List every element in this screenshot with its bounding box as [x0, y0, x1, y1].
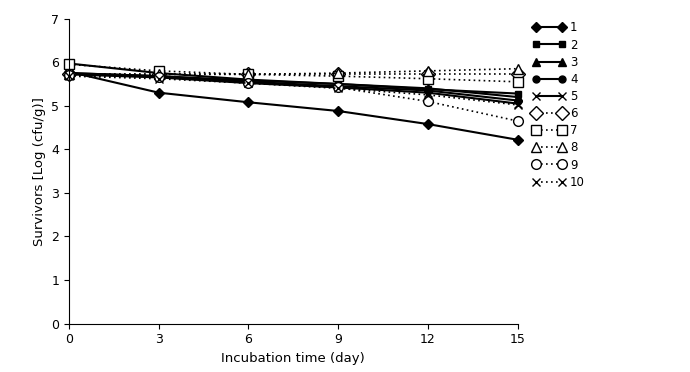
Line: 2: 2 [66, 60, 521, 97]
7 [244, 72, 253, 77]
9 [244, 81, 253, 85]
Legend: 1, 2, 3, 4, 5, 6, 7, 8, 9, 10: 1, 2, 3, 4, 5, 6, 7, 8, 9, 10 [533, 22, 585, 189]
10 [424, 93, 432, 97]
4 [244, 80, 253, 84]
Line: 4: 4 [66, 70, 521, 104]
10 [244, 81, 253, 85]
Line: 9: 9 [64, 70, 522, 126]
10 [513, 103, 522, 107]
2 [424, 87, 432, 92]
Line: 6: 6 [64, 70, 522, 79]
6 [424, 72, 432, 77]
7 [334, 74, 342, 78]
5 [334, 85, 342, 90]
1 [244, 100, 253, 105]
1 [334, 109, 342, 113]
5 [513, 101, 522, 106]
10 [334, 86, 342, 90]
Line: 1: 1 [66, 68, 521, 143]
8 [244, 72, 253, 77]
Line: 3: 3 [65, 69, 522, 101]
X-axis label: Incubation time (day): Incubation time (day) [221, 352, 365, 365]
3 [155, 74, 163, 78]
3 [424, 86, 432, 90]
4 [65, 71, 73, 75]
1 [155, 90, 163, 95]
7 [155, 69, 163, 73]
5 [424, 90, 432, 95]
8 [65, 72, 73, 77]
3 [244, 78, 253, 83]
5 [155, 75, 163, 80]
8 [424, 69, 432, 73]
8 [155, 72, 163, 77]
Y-axis label: Survivors [Log (cfu/g)]: Survivors [Log (cfu/g)] [32, 97, 46, 246]
7 [513, 80, 522, 84]
6 [513, 72, 522, 77]
Line: 10: 10 [65, 72, 522, 109]
2 [334, 82, 342, 86]
3 [65, 71, 73, 75]
9 [513, 119, 522, 123]
3 [334, 82, 342, 86]
4 [424, 88, 432, 93]
6 [244, 72, 253, 77]
8 [334, 71, 342, 75]
6 [334, 72, 342, 77]
1 [65, 70, 73, 74]
Line: 7: 7 [64, 60, 522, 87]
2 [513, 91, 522, 96]
10 [65, 74, 73, 78]
9 [155, 75, 163, 80]
7 [65, 62, 73, 67]
2 [244, 77, 253, 82]
5 [244, 81, 253, 85]
1 [513, 138, 522, 142]
6 [65, 72, 73, 77]
6 [155, 72, 163, 77]
9 [424, 99, 432, 104]
1 [424, 122, 432, 126]
7 [424, 77, 432, 81]
4 [513, 98, 522, 103]
2 [155, 71, 163, 75]
5 [65, 72, 73, 77]
Line: 8: 8 [64, 64, 522, 79]
2 [65, 61, 73, 66]
10 [155, 77, 163, 81]
9 [65, 73, 73, 77]
4 [334, 84, 342, 89]
3 [513, 95, 522, 99]
Line: 5: 5 [65, 70, 522, 108]
9 [334, 85, 342, 90]
4 [155, 74, 163, 78]
8 [513, 67, 522, 71]
